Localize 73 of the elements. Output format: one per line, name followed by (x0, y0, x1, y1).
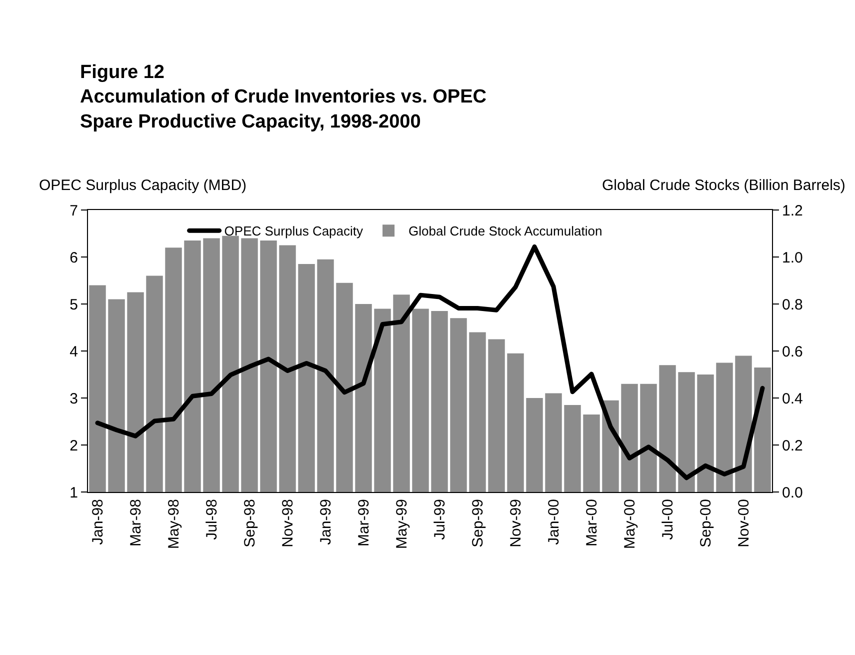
bar (469, 332, 486, 492)
y2-tick-label: 1.2 (782, 202, 803, 220)
bar (203, 238, 220, 492)
bar (146, 276, 163, 492)
bar (488, 339, 505, 492)
y-tick-label: 3 (70, 390, 78, 408)
bar (89, 285, 106, 492)
bar (754, 367, 771, 492)
bar (127, 292, 144, 492)
x-tick-label: May-00 (621, 499, 638, 550)
bar (716, 362, 733, 492)
bar (336, 282, 353, 492)
bar (374, 308, 391, 492)
bar (507, 353, 524, 492)
x-tick-label: Nov-00 (735, 499, 752, 548)
bar (564, 405, 581, 492)
x-tick-label: Mar-99 (355, 499, 372, 547)
bar (355, 304, 372, 492)
bar (697, 374, 714, 492)
x-tick-label: Jan-98 (89, 499, 106, 545)
y-tick-label: 5 (70, 296, 78, 314)
x-tick-label: Nov-98 (279, 499, 296, 548)
y-tick-label: 2 (70, 437, 78, 454)
bar (640, 384, 657, 492)
bar (659, 365, 676, 492)
y-axis-title: OPEC Surplus Capacity (MBD) (39, 177, 247, 194)
x-tick-label: Jul-98 (203, 499, 220, 540)
line-series (95, 244, 765, 480)
x-tick-label: Jul-00 (659, 499, 676, 540)
bar (450, 318, 467, 492)
y2-tick-label: 0.2 (782, 437, 803, 454)
bar (279, 245, 296, 492)
x-tick-label: Sep-98 (241, 499, 258, 548)
bar (735, 356, 752, 492)
y2-tick-label: 0.6 (782, 343, 803, 360)
bar (165, 248, 182, 492)
y-tick-label: 7 (70, 202, 78, 220)
x-tick-label: Jul-99 (431, 499, 448, 540)
bar (431, 311, 448, 492)
bar (184, 240, 201, 492)
bar (583, 414, 600, 492)
bar (260, 240, 277, 492)
y-tick-label: 1 (70, 484, 78, 502)
x-tick-label: Nov-99 (507, 499, 524, 548)
x-tick-label: Mar-00 (583, 499, 600, 547)
x-tick-label: Sep-99 (469, 499, 486, 548)
x-tick-label: Mar-98 (127, 499, 144, 547)
bar (298, 264, 315, 492)
x-tick-label: Sep-00 (697, 499, 714, 548)
bar (526, 398, 543, 492)
y2-tick-label: 0.4 (782, 390, 803, 408)
y2-tick-label: 0.8 (782, 296, 803, 314)
x-tick-label: Jan-00 (545, 499, 562, 545)
x-tick-label: May-98 (165, 499, 182, 550)
bar (241, 238, 258, 492)
y-tick-label: 4 (70, 343, 78, 360)
y2-tick-label: 0.0 (782, 484, 803, 502)
x-tick-label: Jan-99 (317, 499, 334, 545)
bar (545, 393, 562, 492)
bar (621, 384, 638, 492)
legend-label: OPEC Surplus Capacity (224, 224, 364, 239)
y-tick-label: 6 (70, 249, 78, 266)
bar (317, 259, 334, 492)
chart-title: Figure 12 Accumulation of Crude Inventories vs. OPEC Spare Productive Capacity, 1998-2000 (80, 62, 487, 132)
x-tick-label: May-99 (393, 499, 410, 550)
legend-label: Global Crude Stock Accumulation (408, 224, 602, 239)
y2-tick-label: 1.0 (782, 249, 803, 266)
bar (108, 299, 125, 492)
bar (222, 236, 239, 492)
bar (678, 372, 695, 492)
y2-axis-title: Global Crude Stocks (Billion Barrels) (602, 177, 846, 194)
bar (412, 308, 429, 492)
bar (393, 294, 410, 492)
